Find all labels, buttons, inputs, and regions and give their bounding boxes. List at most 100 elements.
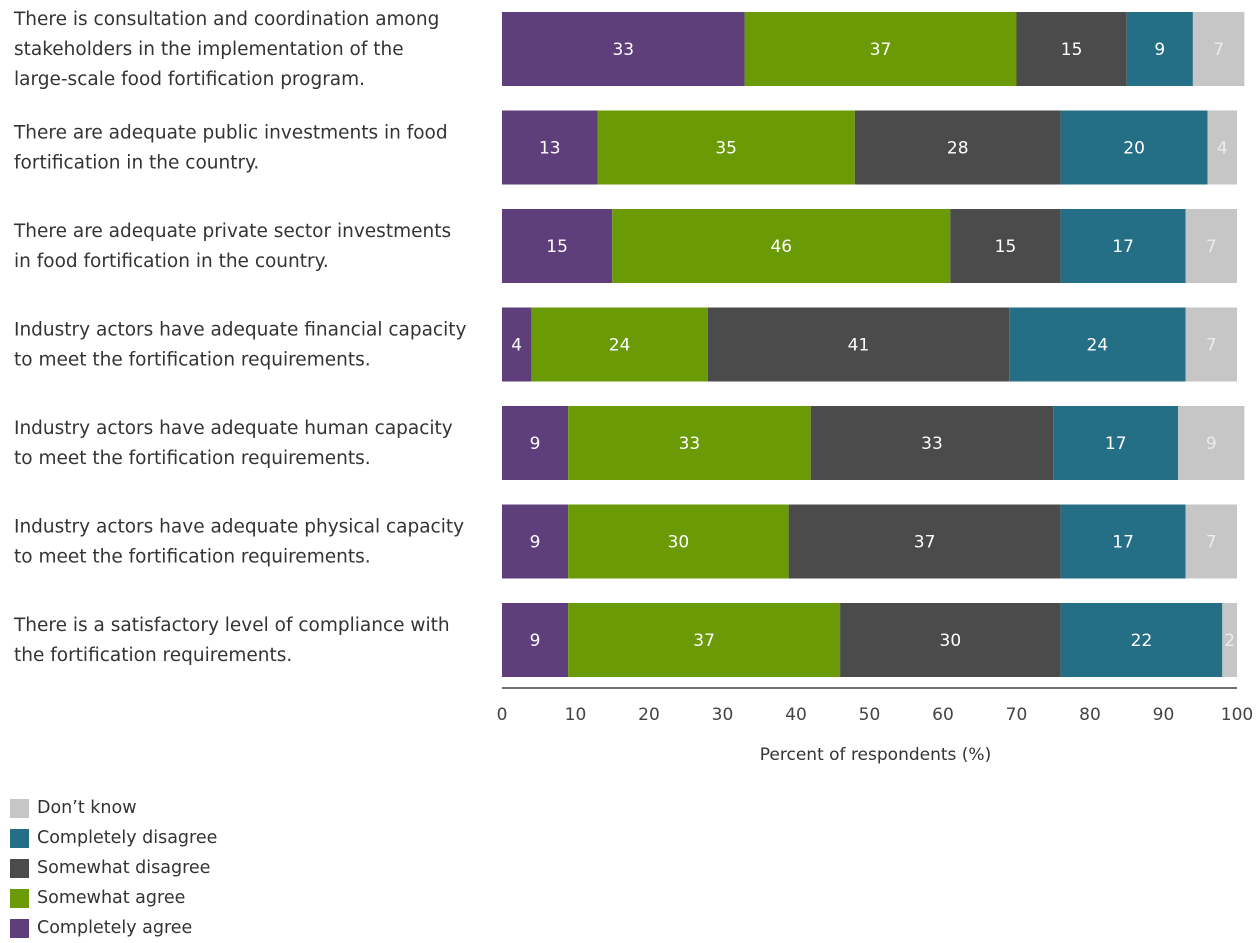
bar-segment — [597, 110, 855, 185]
x-tick-label: 70 — [1006, 705, 1028, 725]
bar-segment — [1126, 12, 1193, 86]
bar-segment — [950, 209, 1061, 283]
bar-segment — [502, 12, 745, 86]
legend-item: Don’t know — [10, 793, 217, 823]
bar-segment — [502, 603, 569, 677]
bar-segment — [1053, 406, 1179, 480]
bar-segment — [568, 406, 811, 480]
bar-segment — [707, 307, 1010, 382]
bar-segment — [531, 307, 708, 382]
data-label: 9 — [1206, 434, 1217, 454]
legend: Don’t know Completely disagree Somewhat di… — [10, 793, 217, 943]
x-tick-label: 60 — [932, 705, 954, 725]
bar-segment — [1060, 504, 1186, 579]
data-label: 15 — [995, 237, 1017, 257]
legend-item: Completely agree — [10, 913, 217, 943]
data-label: 33 — [679, 434, 701, 454]
category-label: to meet the fortification requirements. — [14, 350, 371, 371]
data-label: 17 — [1112, 533, 1134, 553]
legend-item: Somewhat agree — [10, 883, 217, 913]
data-label: 20 — [1123, 139, 1145, 159]
bar-segment — [1185, 209, 1237, 283]
data-label: 17 — [1112, 237, 1134, 257]
data-label: 22 — [1131, 631, 1153, 651]
bar-segment — [502, 209, 613, 283]
data-label: 33 — [921, 434, 943, 454]
bar-segment — [1207, 110, 1237, 185]
x-tick-label: 0 — [497, 705, 508, 725]
bar-segment — [1060, 603, 1223, 677]
data-label: 7 — [1213, 40, 1224, 60]
bar-segment — [502, 406, 569, 480]
bar-segment — [612, 209, 951, 283]
bar-segment — [1178, 406, 1245, 480]
x-tick-label: 80 — [1079, 705, 1101, 725]
data-label: 28 — [947, 139, 969, 159]
legend-swatch — [10, 858, 29, 878]
x-tick-label: 90 — [1153, 705, 1175, 725]
x-tick-label: 10 — [565, 705, 587, 725]
data-label: 24 — [609, 336, 631, 356]
data-label: 7 — [1206, 533, 1217, 553]
data-label: 46 — [770, 237, 792, 257]
bar-segment — [502, 110, 598, 185]
bar-segment — [744, 12, 1017, 86]
bar-segment — [568, 504, 789, 579]
category-label: There are adequate private sector invest… — [13, 221, 451, 242]
legend-label: Somewhat agree — [37, 888, 186, 908]
category-label: fortification in the country. — [14, 153, 259, 174]
bar-segment — [502, 504, 569, 579]
bar-segment — [568, 603, 841, 677]
bar-segment — [502, 307, 532, 382]
legend-label: Don’t know — [37, 798, 137, 818]
bar-segment — [1185, 504, 1237, 579]
stacked-bar-chart: There is consultation and coordination a… — [13, 9, 1253, 765]
data-label: 37 — [914, 533, 936, 553]
category-label: stakeholders in the implementation of th… — [14, 39, 404, 60]
bar-segment — [1185, 307, 1237, 382]
legend-label: Completely agree — [37, 918, 193, 938]
data-label: 9 — [530, 434, 541, 454]
x-tick-label: 100 — [1221, 705, 1253, 725]
bar-segment — [1222, 603, 1237, 677]
data-label: 24 — [1087, 336, 1109, 356]
category-label: There is consultation and coordination a… — [13, 9, 439, 30]
data-label: 7 — [1206, 237, 1217, 257]
category-label: in food fortification in the country. — [14, 251, 329, 272]
category-label: Industry actors have adequate financial … — [14, 320, 466, 341]
data-label: 30 — [668, 533, 690, 553]
data-label: 2 — [1224, 631, 1235, 651]
data-label: 4 — [1217, 139, 1228, 159]
x-tick-label: 30 — [712, 705, 734, 725]
bar-segment — [840, 603, 1061, 677]
bar-segment — [1009, 307, 1186, 382]
x-axis-title: Percent of respondents (%) — [760, 745, 991, 765]
category-label: Industry actors have adequate human capa… — [14, 418, 453, 439]
data-label: 9 — [530, 631, 541, 651]
category-label: Industry actors have adequate physical c… — [14, 517, 464, 538]
category-label: There are adequate public investments in… — [13, 123, 448, 144]
legend-swatch — [10, 888, 29, 908]
data-label: 7 — [1206, 336, 1217, 356]
bar-segment — [1060, 110, 1208, 185]
bar-segment — [810, 406, 1054, 480]
data-label: 9 — [530, 533, 541, 553]
category-label: There is a satisfactory level of complia… — [13, 615, 450, 636]
legend-label: Completely disagree — [37, 828, 218, 848]
x-tick-label: 50 — [859, 705, 881, 725]
data-label: 17 — [1105, 434, 1127, 454]
data-label: 35 — [715, 139, 737, 159]
data-label: 15 — [1061, 40, 1083, 60]
data-label: 37 — [693, 631, 715, 651]
category-label: to meet the fortification requirements. — [14, 448, 371, 469]
data-label: 30 — [940, 631, 962, 651]
category-label: to meet the fortification requirements. — [14, 547, 371, 568]
bar-segment — [1192, 12, 1245, 86]
legend-item: Somewhat disagree — [10, 853, 217, 883]
data-label: 4 — [511, 336, 522, 356]
legend-swatch — [10, 798, 29, 818]
legend-swatch — [10, 828, 29, 848]
x-tick-label: 20 — [638, 705, 660, 725]
x-tick-label: 40 — [785, 705, 807, 725]
data-label: 15 — [546, 237, 568, 257]
